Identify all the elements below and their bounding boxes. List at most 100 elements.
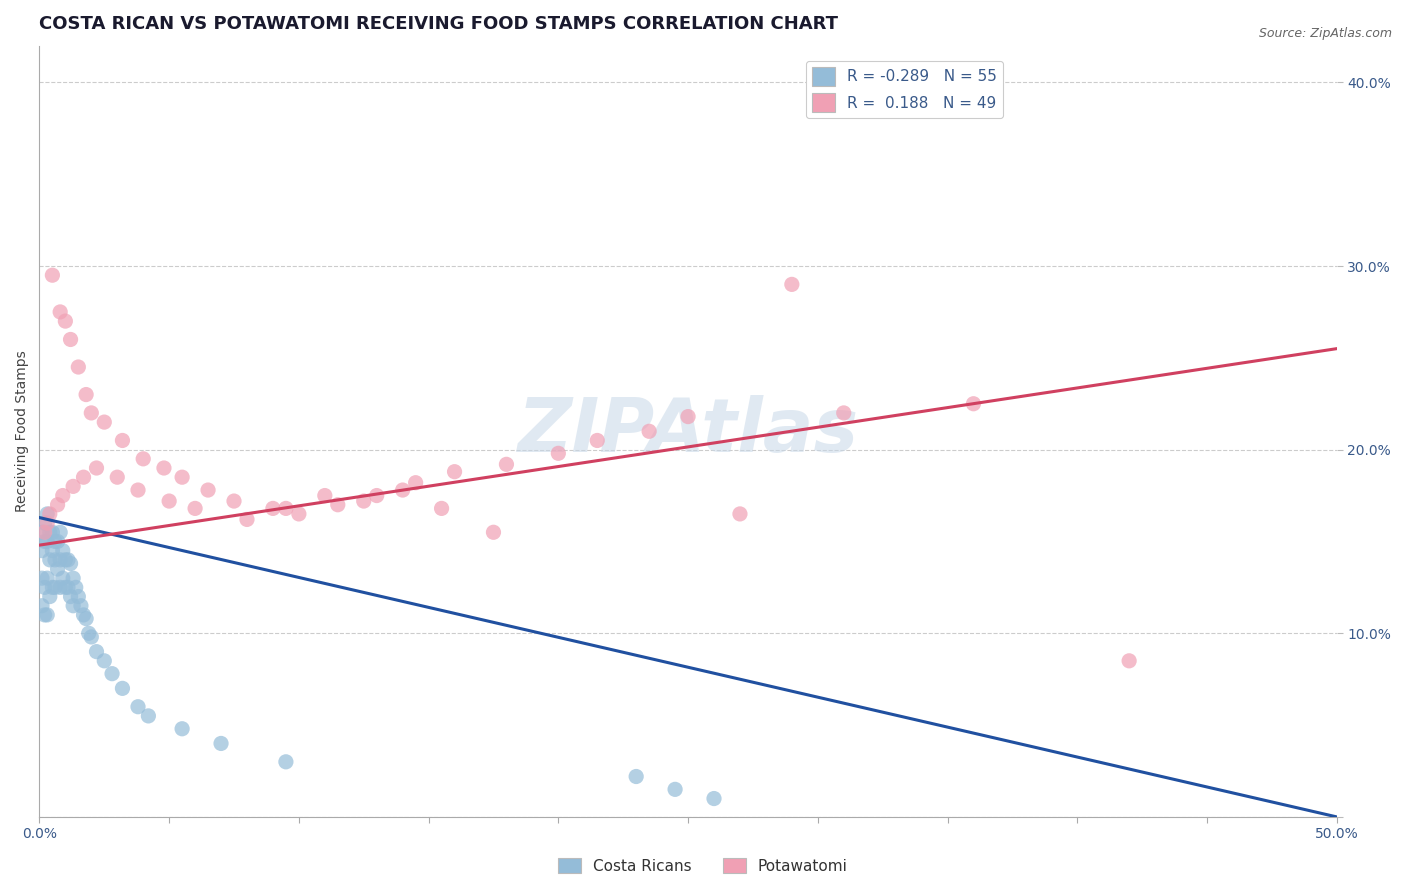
Point: [37, 516, 59, 530]
Point: [49, 525, 72, 540]
Point: [93, 415, 115, 429]
Point: [37, 507, 59, 521]
Point: [31, 543, 53, 558]
Point: [37, 571, 59, 585]
Point: [80, 406, 103, 420]
Point: [67, 590, 90, 604]
Point: [391, 483, 413, 497]
Point: [111, 681, 134, 696]
Point: [34, 534, 56, 549]
Point: [111, 434, 134, 448]
Point: [59, 333, 82, 347]
Point: [353, 494, 375, 508]
Y-axis label: Receiving Food Stamps: Receiving Food Stamps: [15, 351, 30, 512]
Point: [46, 562, 69, 576]
Point: [638, 425, 661, 439]
Point: [62, 479, 84, 493]
Point: [34, 580, 56, 594]
Point: [38, 553, 60, 567]
Point: [1118, 654, 1140, 668]
Point: [72, 470, 94, 484]
Point: [132, 451, 155, 466]
Point: [53, 314, 76, 328]
Point: [703, 791, 725, 805]
Point: [86, 461, 108, 475]
Point: [75, 611, 97, 625]
Point: [80, 630, 103, 644]
Point: [72, 607, 94, 622]
Point: [46, 498, 69, 512]
Point: [157, 494, 180, 508]
Point: [52, 489, 75, 503]
Point: [52, 543, 75, 558]
Point: [56, 580, 79, 594]
Point: [44, 580, 66, 594]
Point: [86, 645, 108, 659]
Text: Source: ZipAtlas.com: Source: ZipAtlas.com: [1258, 27, 1392, 40]
Point: [172, 470, 194, 484]
Point: [676, 409, 699, 424]
Point: [172, 722, 194, 736]
Point: [38, 525, 60, 540]
Point: [41, 543, 63, 558]
Point: [443, 465, 465, 479]
Point: [44, 553, 66, 567]
Point: [41, 525, 63, 540]
Point: [222, 494, 245, 508]
Point: [405, 475, 427, 490]
Point: [93, 654, 115, 668]
Text: COSTA RICAN VS POTAWATOMI RECEIVING FOOD STAMPS CORRELATION CHART: COSTA RICAN VS POTAWATOMI RECEIVING FOOD…: [39, 15, 838, 33]
Point: [664, 782, 686, 797]
Point: [62, 599, 84, 613]
Point: [138, 709, 160, 723]
Point: [77, 626, 100, 640]
Point: [482, 525, 505, 540]
Point: [56, 553, 79, 567]
Point: [53, 580, 76, 594]
Point: [314, 489, 336, 503]
Point: [262, 501, 284, 516]
Point: [59, 557, 82, 571]
Point: [52, 571, 75, 585]
Legend: R = -0.289   N = 55, R =  0.188   N = 49: R = -0.289 N = 55, R = 0.188 N = 49: [806, 61, 1004, 118]
Point: [49, 580, 72, 594]
Point: [366, 489, 388, 503]
Point: [236, 512, 259, 526]
Point: [326, 498, 349, 512]
Point: [46, 534, 69, 549]
Point: [274, 501, 297, 516]
Point: [624, 770, 647, 784]
Point: [288, 507, 311, 521]
Point: [34, 516, 56, 530]
Point: [41, 268, 63, 283]
Point: [53, 553, 76, 567]
Point: [34, 525, 56, 540]
Point: [38, 590, 60, 604]
Point: [153, 461, 176, 475]
Point: [832, 406, 855, 420]
Point: [70, 599, 93, 613]
Text: ZIPAtlas: ZIPAtlas: [517, 395, 859, 467]
Point: [105, 470, 128, 484]
Point: [34, 607, 56, 622]
Legend: Costa Ricans, Potawatomi: Costa Ricans, Potawatomi: [553, 852, 853, 880]
Point: [31, 571, 53, 585]
Point: [37, 607, 59, 622]
Point: [75, 387, 97, 401]
Point: [184, 501, 207, 516]
Point: [49, 553, 72, 567]
Point: [430, 501, 453, 516]
Point: [728, 507, 751, 521]
Point: [31, 599, 53, 613]
Point: [59, 590, 82, 604]
Point: [44, 534, 66, 549]
Point: [586, 434, 609, 448]
Point: [127, 699, 149, 714]
Point: [67, 359, 90, 374]
Point: [197, 483, 219, 497]
Point: [62, 571, 84, 585]
Point: [780, 277, 803, 292]
Point: [31, 525, 53, 540]
Point: [65, 580, 87, 594]
Point: [37, 534, 59, 549]
